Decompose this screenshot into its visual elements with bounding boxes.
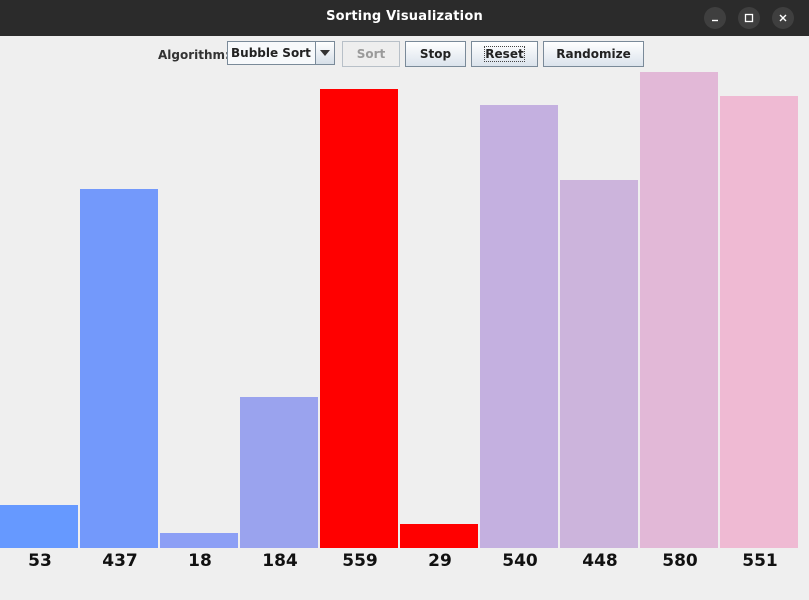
sort-button-label: Sort [356, 47, 386, 61]
bar-value-label: 53 [28, 551, 52, 571]
bar-5 [400, 524, 478, 548]
bar-7 [560, 180, 638, 548]
stop-button[interactable]: Stop [405, 41, 466, 67]
bar-value-label: 437 [102, 551, 138, 571]
algorithm-label: Algorithm: [158, 48, 230, 62]
title-bar[interactable]: Sorting Visualization [0, 0, 809, 36]
bar-8 [640, 72, 718, 548]
randomize-button-label: Randomize [556, 47, 631, 61]
bar-value-label: 448 [582, 551, 618, 571]
bar-value-label: 184 [262, 551, 298, 571]
close-icon [779, 14, 787, 22]
bar-value-label: 559 [342, 551, 378, 571]
bar-value-label: 18 [188, 551, 212, 571]
chevron-down-icon [320, 50, 330, 56]
bar-4 [320, 89, 398, 548]
bar-0 [0, 505, 78, 548]
bar-value-label: 540 [502, 551, 538, 571]
randomize-button[interactable]: Randomize [543, 41, 644, 67]
bar-chart: 53 437 18 184 559 29 540 448 580 551 [0, 72, 809, 600]
bar-1 [80, 189, 158, 548]
minimize-icon [712, 19, 718, 22]
close-button[interactable] [772, 7, 794, 29]
bar-value-label: 29 [428, 551, 452, 571]
toolbar: Algorithm: Bubble Sort Sort Stop Reset R… [0, 36, 809, 72]
bar-2 [160, 533, 238, 548]
maximize-icon [744, 13, 754, 23]
bar-value-label: 580 [662, 551, 698, 571]
minimize-button[interactable] [704, 7, 726, 29]
bar-3 [240, 397, 318, 548]
maximize-button[interactable] [738, 7, 760, 29]
bar-9 [720, 96, 798, 548]
stop-button-label: Stop [419, 47, 452, 61]
bar-value-label: 551 [742, 551, 778, 571]
algorithm-select[interactable]: Bubble Sort [227, 41, 335, 65]
reset-button-label: Reset [484, 46, 525, 62]
algorithm-selected-value: Bubble Sort [231, 46, 311, 60]
reset-button[interactable]: Reset [471, 41, 538, 67]
algorithm-dropdown-button[interactable] [315, 42, 334, 64]
window-title: Sorting Visualization [326, 9, 483, 24]
sort-button[interactable]: Sort [342, 41, 400, 67]
bar-6 [480, 105, 558, 548]
